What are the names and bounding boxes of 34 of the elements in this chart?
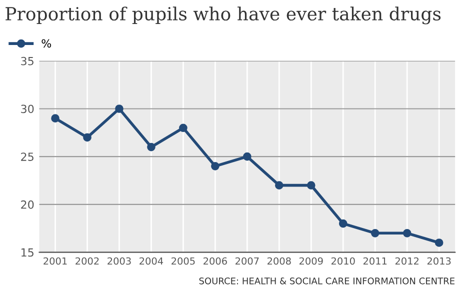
point [306,181,316,190]
x-tick-label: 2007 [236,257,259,265]
point [274,181,284,190]
legend-label: % [42,39,52,48]
point [211,162,220,170]
x-tick-label: 2003 [108,257,131,265]
x-tick-label: 2012 [395,257,418,265]
point [179,124,188,132]
x-tick-label: 2013 [427,257,451,265]
x-tick-label: 2008 [267,257,291,265]
point [402,228,412,238]
x-tick-label: 2004 [140,257,164,265]
point [83,133,92,142]
x-tick-label: 2001 [44,257,67,265]
point [434,238,444,247]
point [51,114,60,122]
y-tick-label: 30 [21,104,34,114]
source-note: SOURCE: HEALTH & SOCIAL CARE INFORMATION CENTRE [199,278,454,284]
x-tick-label: 2010 [331,257,355,265]
x-tick-label: 2002 [76,257,99,265]
x-tick-label: 2009 [299,257,323,265]
chart-title: Proportion of pupils who have ever taken drugs [6,6,441,24]
y-tick-label: 25 [21,152,34,161]
x-tick-label: 2011 [363,257,387,265]
x-tick-label: 2006 [204,257,227,265]
point [338,219,348,228]
point [147,142,156,152]
point [370,228,380,238]
y-tick-label: 35 [21,56,34,66]
point [243,152,252,161]
point [115,104,124,113]
y-tick-label: 20 [21,200,34,209]
x-tick-label: 2005 [172,257,195,265]
y-tick-label: 15 [21,248,34,257]
